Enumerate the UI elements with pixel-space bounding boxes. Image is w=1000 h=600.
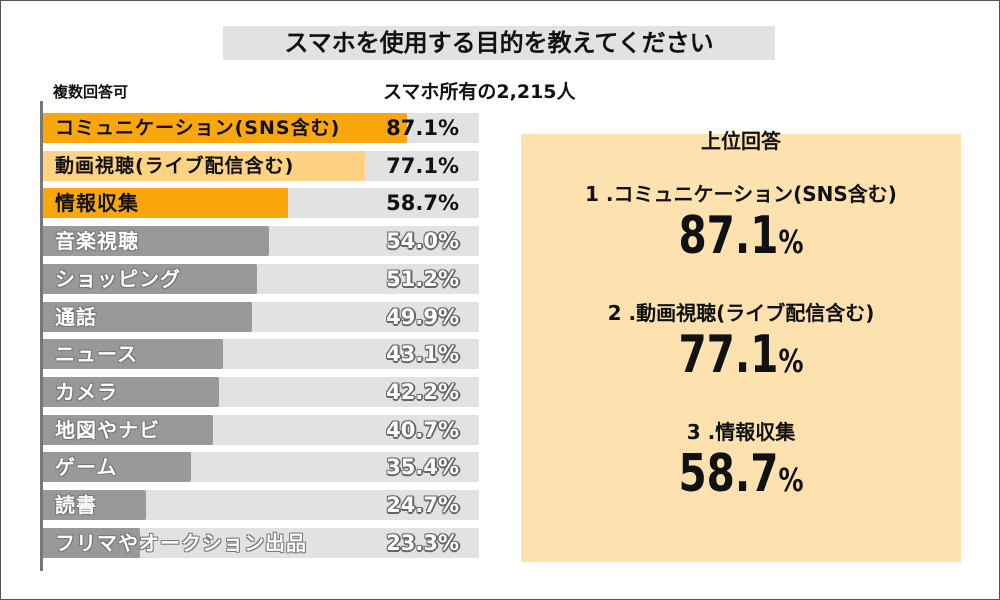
bar [43,452,191,483]
category-label: ゲーム [55,455,118,480]
value-label: 40.7% [386,417,459,442]
category-label: ショッピング [55,266,181,291]
sample-size: スマホ所有の2,215人 [383,81,576,103]
value-label: 51.2% [386,266,459,291]
y-axis-line [40,101,43,571]
bar [43,263,258,294]
value-label: 35.4% [386,455,459,480]
bar [43,527,141,558]
value-label: 24.7% [386,493,459,517]
category-label: ニュース [55,342,138,367]
bar-row: カメラ 42.2% [43,376,479,407]
value-label: 54.0% [386,229,459,254]
category-label: コミュニケーション(SNS含む) [55,117,341,139]
category-label: 通話 [55,304,97,329]
value-label: 87.1% [386,116,459,140]
bar-row: 音楽視聴 54.0% [43,226,479,257]
rank-3-value: 58.7% [678,444,804,504]
value-label: 58.7% [386,191,459,216]
bar-row: フリマやオークション出品 23.3% [43,527,479,558]
value-label: 49.9% [386,304,459,329]
rank-2-label: 2 .動画視聴(ライブ配信含む) [607,301,875,325]
category-label: 情報収集 [55,191,139,216]
panel-heading: 上位回答 [701,129,781,153]
category-label: 読書 [55,493,97,517]
bar [43,113,408,143]
bar [43,188,289,219]
value-label: 77.1% [386,153,459,178]
rank-1-label: 1 .コミュニケーション(SNS含む) [585,182,897,206]
bar-row: 動画視聴(ライブ配信含む) 77.1% [43,150,479,181]
rank-1-value: 87.1% [678,206,804,266]
rank-2-value: 77.1% [678,325,804,385]
category-label: 動画視聴(ライブ配信含む) [55,154,295,177]
bar-row: 通話 49.9% [43,301,479,332]
bar [43,339,224,370]
bar [43,490,147,520]
bar-row: ニュース 43.1% [43,339,479,370]
category-label: 地図やナビ [55,417,160,442]
bar-row: 地図やナビ 40.7% [43,414,479,445]
bar [43,150,366,181]
rank-3-label: 3 .情報収集 [686,420,796,444]
category-label: 音楽視聴 [55,229,139,254]
value-label: 23.3% [386,530,459,555]
bar-row: コミュニケーション(SNS含む) 87.1% [43,113,479,143]
top-answers-panel: 上位回答 1 .コミュニケーション(SNS含む) 87.1% 2 .動画視聴(ラ… [521,129,961,562]
bar [43,414,214,445]
bar-row: ゲーム 35.4% [43,452,479,483]
bar [43,376,220,407]
value-label: 42.2% [386,379,459,404]
bar-row: 情報収集 58.7% [43,188,479,219]
category-label: フリマやオークション出品 [55,530,307,555]
bar [43,301,252,332]
category-label: カメラ [55,379,118,404]
bar-row: 読書 24.7% [43,490,479,520]
bar [43,226,269,257]
value-label: 43.1% [386,342,459,367]
bar-row: ショッピング 51.2% [43,263,479,294]
chart-title: スマホを使用する目的を教えてください [223,26,775,60]
multiple-answer-note: 複数回答可 [53,83,129,101]
